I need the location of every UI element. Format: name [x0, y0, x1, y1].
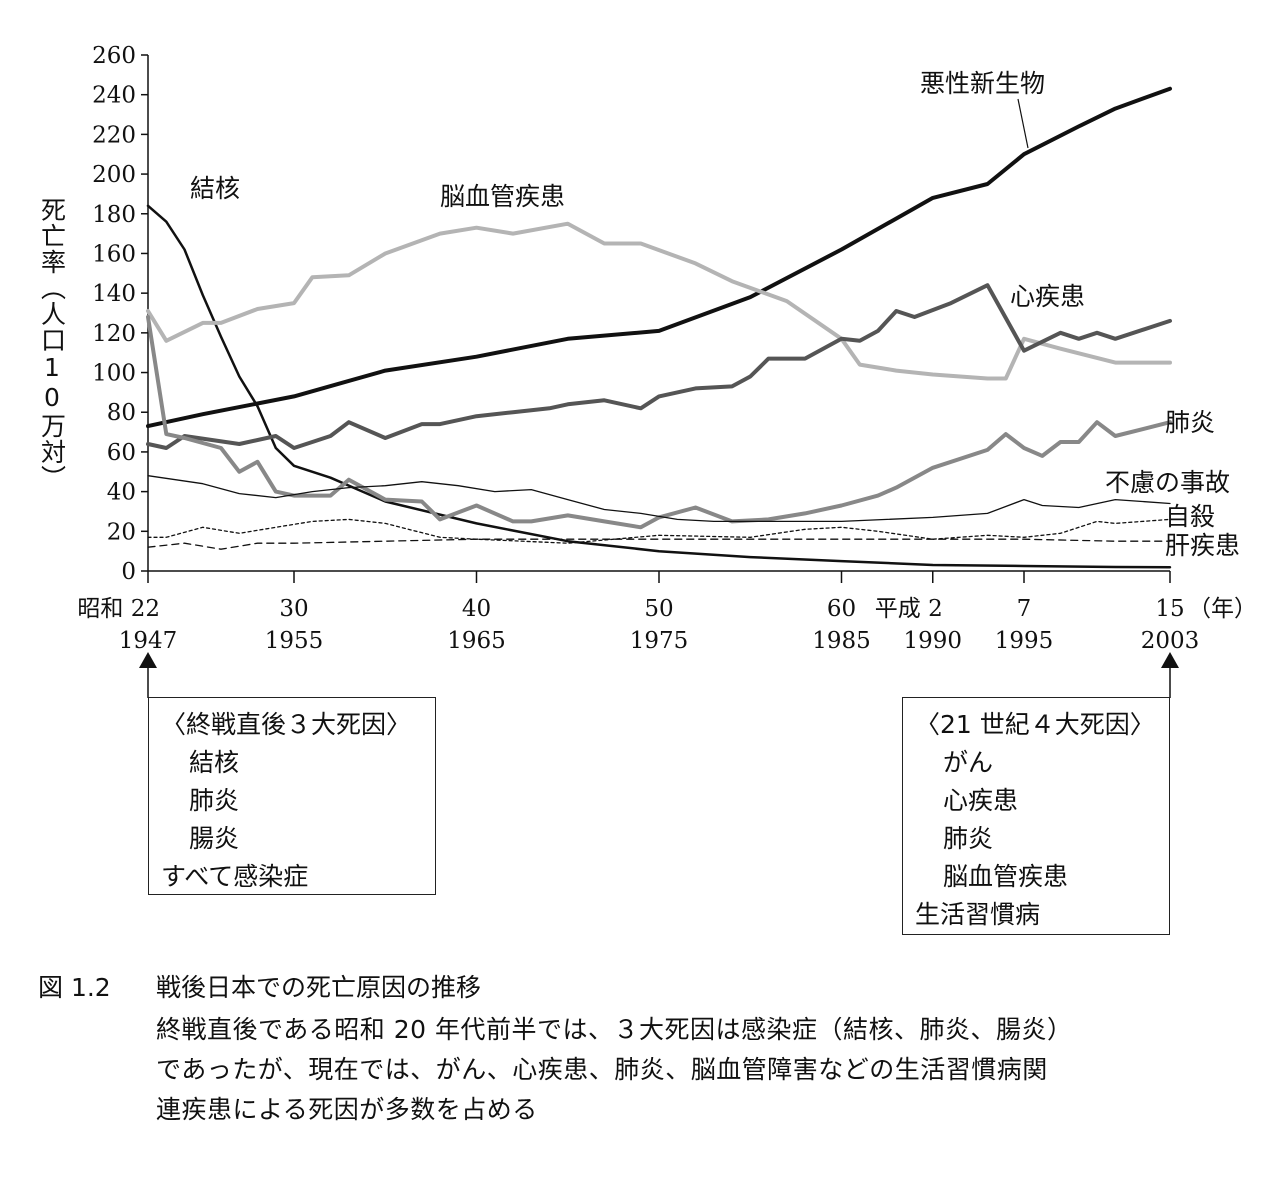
y-tick-label: 240: [92, 83, 136, 109]
pointer-arrow-head: [139, 652, 157, 668]
postwar-cause-item: 腸炎: [189, 824, 240, 853]
y-tick-label: 220: [92, 122, 136, 148]
century21-cause-item: 肺炎: [943, 824, 994, 853]
y-tick-label: 160: [92, 241, 136, 267]
series-line: [146, 204, 1172, 569]
caption-line: 連疾患による死因が多数を占める: [156, 1095, 538, 1124]
series-line: [147, 518, 1171, 544]
series-label: 不慮の事故: [1105, 468, 1230, 497]
series-line: [147, 475, 1171, 523]
caption-line: であったが、現在では、がん、心疾患、肺炎、脳血管障害などの生活習慣病関: [156, 1055, 1048, 1084]
century21-causes-title: 〈21 世紀４大死因〉: [915, 710, 1155, 739]
x-tick-year-label: 1955: [265, 628, 324, 654]
series-layer: [146, 86, 1172, 569]
postwar-causes-box: 〈終戦直後３大死因〉 結核 肺炎 腸炎 すべて感染症: [148, 697, 436, 895]
y-tick-label: 60: [107, 440, 136, 466]
series-line: [146, 221, 1172, 381]
postwar-cause-item: 肺炎: [189, 786, 240, 815]
y-tick-label: 40: [107, 480, 136, 506]
mortality-line-chart: 0 20 40 60 80 100 120 140 160 180 200 220 240 260 死亡率（…: [38, 43, 1257, 698]
series-label-leader: [1017, 98, 1029, 149]
x-tick-year-label: 1995: [995, 628, 1054, 654]
century21-cause-item: 脳血管疾患: [943, 862, 1069, 891]
x-tick-era-label: 平成 2: [875, 596, 943, 622]
x-tick-era-label: 30: [279, 596, 308, 622]
x-tick-era-label: 60: [827, 596, 856, 622]
x-tick-era-label: 50: [644, 596, 673, 622]
series-line: [146, 283, 1172, 450]
series-label: 肺炎: [1165, 408, 1215, 437]
y-tick-label: 0: [121, 559, 136, 585]
y-tick-label: 20: [107, 519, 136, 545]
x-tick-year-label: 1990: [903, 628, 962, 654]
chart-axes: 0 20 40 60 80 100 120 140 160 180 200 220 240 260 死亡率（…: [38, 43, 1257, 698]
postwar-cause-item: 結核: [189, 748, 240, 777]
y-tick-label: 260: [92, 43, 136, 69]
century21-causes-box: 〈21 世紀４大死因〉 がん 心疾患 肺炎 脳血管疾患 生活習慣病: [902, 697, 1170, 935]
series-label: 自殺: [1165, 502, 1215, 531]
series-label: 肝疾患: [1165, 531, 1240, 560]
series-line: [147, 538, 1171, 550]
x-tick-era-label: 7: [1017, 596, 1032, 622]
x-tick-era-label: 15: [1155, 596, 1184, 622]
series-line: [146, 315, 1172, 530]
x-tick-year-label: 2003: [1141, 628, 1200, 654]
y-tick-label: 80: [107, 400, 136, 426]
figure-title: 戦後日本での死亡原因の推移: [156, 973, 482, 1002]
x-tick-year-label: 1947: [119, 628, 178, 654]
x-axis-unit: （年）: [1188, 596, 1257, 622]
series-label: 悪性新生物: [920, 69, 1045, 98]
postwar-causes-title: 〈終戦直後３大死因〉: [161, 710, 412, 739]
y-axis-title: 死亡率（人口10万対）: [38, 197, 67, 491]
figure-caption: 図 1.2 戦後日本での死亡原因の推移 終戦直後である昭和 20 年代前半では、…: [38, 968, 1268, 1130]
y-tick-label: 120: [92, 321, 136, 347]
y-tick-label: 100: [92, 361, 136, 387]
century21-cause-item: 心疾患: [943, 786, 1019, 815]
series-line: [146, 86, 1172, 429]
x-tick-year-label: 1975: [630, 628, 689, 654]
figure-number: 図 1.2: [38, 973, 111, 1002]
x-tick-year-label: 1965: [447, 628, 506, 654]
postwar-causes-footer: すべて感染症: [161, 862, 309, 891]
series-label: 脳血管疾患: [440, 182, 565, 211]
century21-causes-footer: 生活習慣病: [915, 900, 1041, 929]
y-tick-label: 200: [92, 162, 136, 188]
pointer-arrow-head: [1161, 652, 1179, 668]
caption-line: 終戦直後である昭和 20 年代前半では、３大死因は感染症（結核、肺炎、腸炎）: [156, 1015, 1073, 1044]
y-tick-label: 140: [92, 281, 136, 307]
series-label: 心疾患: [1010, 282, 1085, 311]
series-label: 結核: [190, 174, 240, 203]
y-tick-label: 180: [92, 202, 136, 228]
century21-cause-item: がん: [943, 748, 994, 777]
x-tick-era-label: 昭和 22: [77, 596, 160, 622]
x-tick-year-label: 1985: [812, 628, 871, 654]
x-tick-era-label: 40: [462, 596, 491, 622]
